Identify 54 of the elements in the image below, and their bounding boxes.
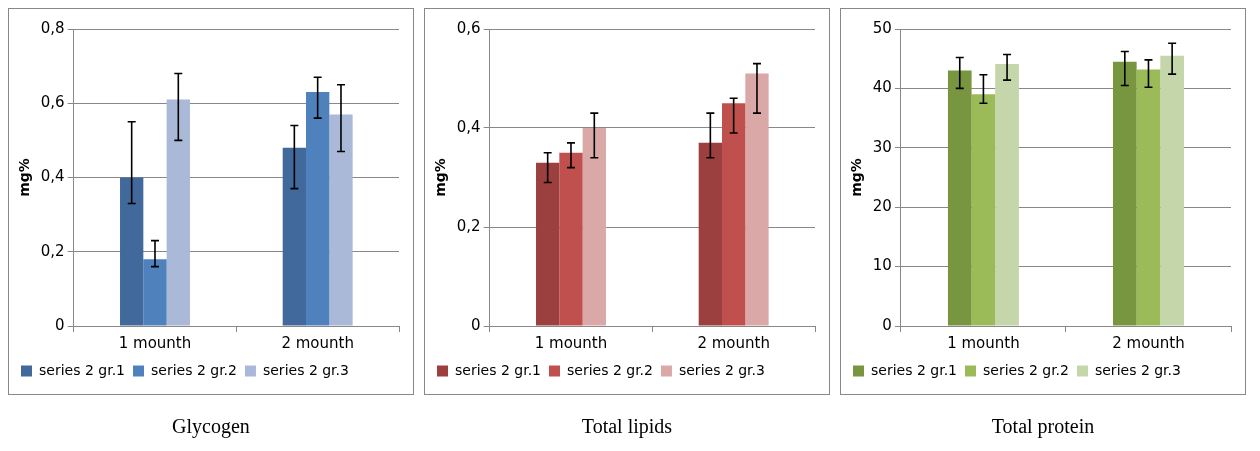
bar	[120, 177, 144, 326]
y-tick-label: 30	[872, 137, 892, 156]
legend-label: series 2 gr.2	[150, 361, 237, 378]
y-tick-label: 0	[55, 315, 65, 334]
y-tick-label: 40	[872, 78, 892, 97]
y-tick-label: 0,2	[40, 241, 65, 260]
legend-label: series 2 gr.2	[566, 361, 653, 378]
bar	[971, 94, 996, 326]
bar	[536, 162, 560, 326]
y-axis-title: mg%	[16, 158, 33, 197]
x-tick-label: 1 mounth	[534, 333, 608, 352]
y-tick-label: 0,4	[40, 167, 65, 186]
bar	[745, 73, 769, 326]
bar	[582, 128, 606, 326]
bar	[698, 142, 723, 326]
legend-label: series 2 gr.1	[39, 361, 125, 378]
y-tick-label: 50	[872, 18, 892, 37]
y-axis-title: mg%	[432, 158, 449, 197]
bar	[282, 147, 307, 326]
x-tick-label: 1 mounth	[947, 333, 1020, 352]
legend-label: series 2 gr.3	[1094, 361, 1181, 378]
y-axis-title: mg%	[848, 158, 865, 197]
y-tick-label: 0,8	[40, 18, 65, 37]
bar	[559, 152, 583, 326]
y-tick-label: 0	[882, 315, 892, 334]
y-tick-label: 0,2	[456, 216, 481, 235]
y-tick-label: 0,6	[40, 93, 65, 112]
bar	[329, 114, 353, 326]
y-tick-label: 0,4	[456, 117, 481, 136]
bar	[1136, 69, 1161, 326]
legend-label: series 2 gr.1	[455, 361, 541, 378]
bar	[306, 92, 330, 326]
bar	[1112, 61, 1137, 326]
y-tick-label: 20	[872, 197, 892, 216]
x-tick-label: 2 mounth	[1112, 333, 1185, 352]
text: Total protein	[990, 415, 1096, 438]
legend-label: series 2 gr.3	[678, 361, 765, 378]
bar	[1160, 55, 1184, 326]
y-tick-label: 10	[872, 256, 892, 275]
legend-label: series 2 gr.3	[262, 361, 349, 378]
bar	[143, 259, 167, 326]
text: Total lipids	[580, 415, 674, 438]
x-tick-label: 2 mounth	[281, 333, 354, 352]
bar	[166, 99, 190, 326]
y-tick-label: 0,6	[456, 18, 481, 37]
legend-label: series 2 gr.1	[871, 361, 957, 378]
bar	[995, 64, 1019, 326]
bar	[722, 103, 746, 326]
legend-label: series 2 gr.2	[982, 361, 1069, 378]
x-tick-label: 1 mounth	[118, 333, 192, 352]
x-tick-label: 2 mounth	[697, 333, 770, 352]
bar	[947, 70, 972, 326]
y-tick-label: 0	[471, 315, 481, 334]
text: Glycogen	[171, 415, 251, 438]
